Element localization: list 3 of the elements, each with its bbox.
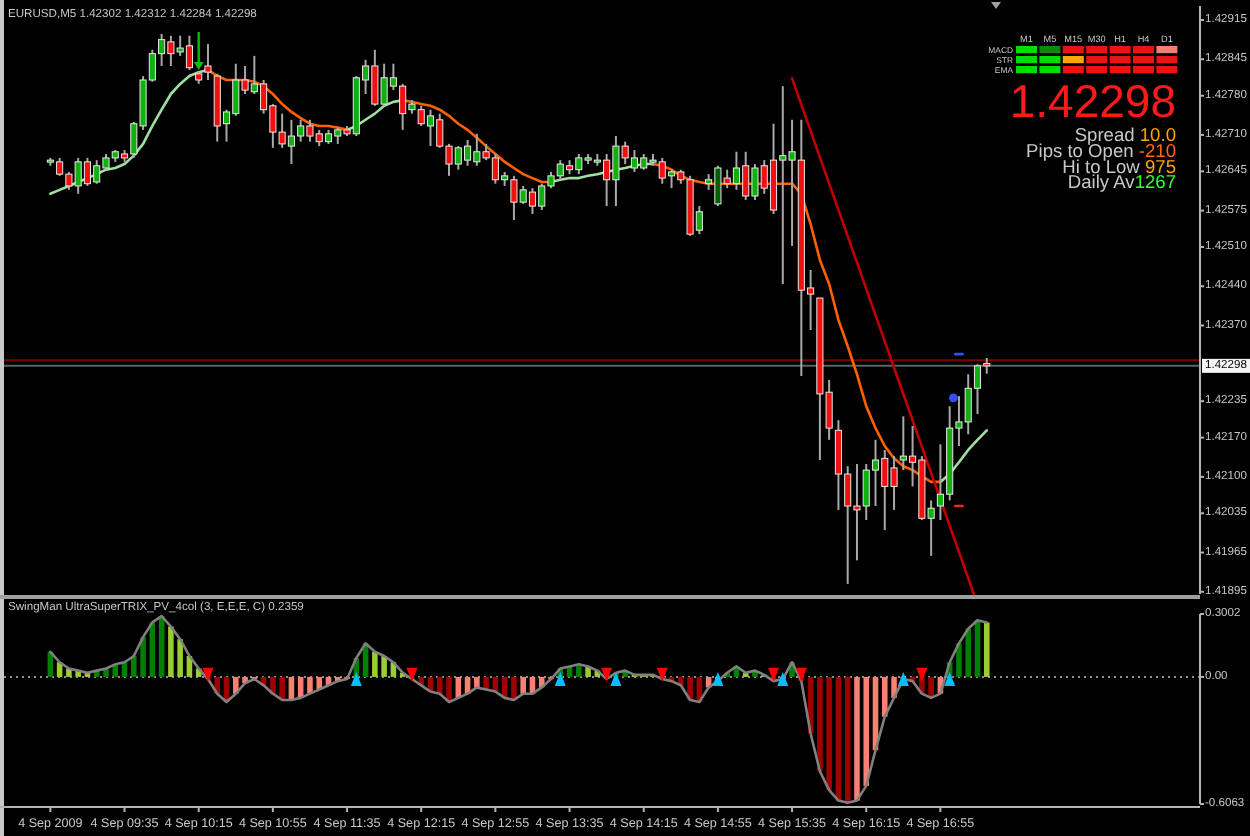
annotation: Daily Av1267 bbox=[1067, 172, 1176, 193]
annotation: 1.42298 bbox=[1009, 74, 1176, 127]
annotation: Spread 10.0 bbox=[1074, 125, 1176, 145]
